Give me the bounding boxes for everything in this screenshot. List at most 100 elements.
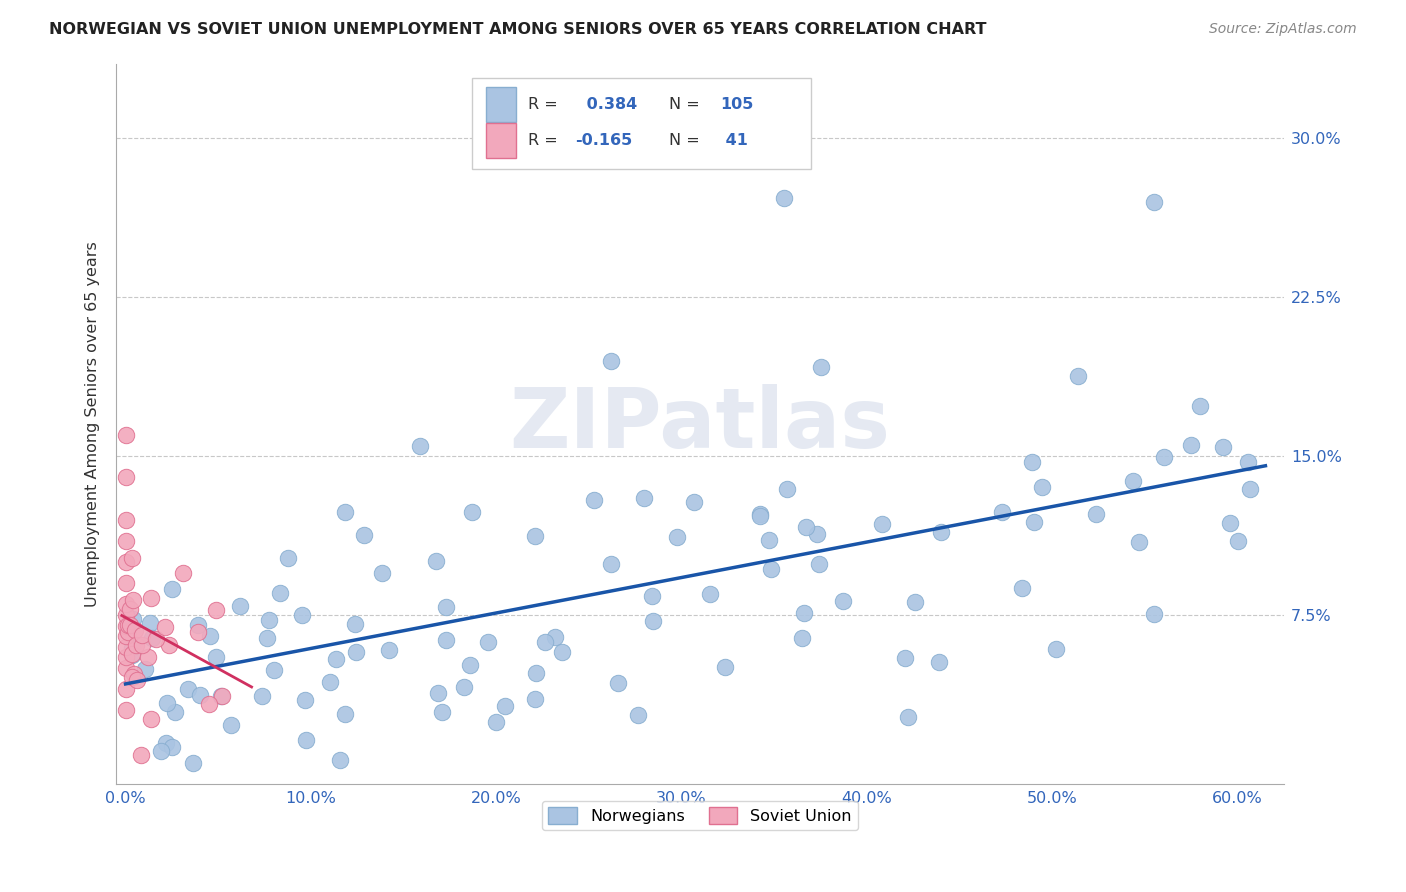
Point	[929, 524, 952, 539]
Point	[371, 566, 394, 581]
Point	[205, 603, 228, 617]
Point	[1128, 535, 1150, 549]
Point	[699, 586, 721, 600]
Point	[810, 359, 832, 374]
Point	[277, 551, 299, 566]
Text: 41: 41	[720, 133, 748, 148]
Point	[353, 528, 375, 542]
Point	[748, 508, 770, 523]
Point	[197, 697, 219, 711]
Point	[329, 752, 352, 766]
Point	[121, 640, 143, 655]
Point	[633, 491, 655, 505]
Point	[145, 632, 167, 646]
Point	[114, 682, 136, 697]
Point	[187, 624, 209, 639]
Point	[551, 645, 574, 659]
Point	[138, 650, 160, 665]
Point	[118, 602, 141, 616]
Point	[1022, 515, 1045, 529]
Point	[139, 616, 162, 631]
Point	[776, 482, 799, 496]
Point	[121, 612, 143, 626]
Point	[114, 555, 136, 569]
Point	[344, 616, 367, 631]
Point	[1143, 607, 1166, 621]
Point	[430, 705, 453, 719]
Point	[1212, 440, 1234, 454]
Point	[257, 613, 280, 627]
Point	[928, 655, 950, 669]
Point	[453, 681, 475, 695]
FancyBboxPatch shape	[472, 78, 811, 169]
Text: Source: ZipAtlas.com: Source: ZipAtlas.com	[1209, 22, 1357, 37]
Point	[1227, 533, 1250, 548]
Point	[666, 530, 689, 544]
FancyBboxPatch shape	[486, 123, 516, 158]
Point	[129, 747, 152, 762]
Point	[806, 526, 828, 541]
Point	[121, 551, 143, 566]
Point	[1067, 368, 1090, 383]
Legend: Norwegians, Soviet Union: Norwegians, Soviet Union	[543, 801, 858, 830]
Point	[485, 714, 508, 729]
Point	[121, 670, 143, 684]
Point	[904, 595, 927, 609]
Point	[153, 620, 176, 634]
Point	[141, 713, 163, 727]
Point	[1153, 450, 1175, 465]
Point	[643, 615, 665, 629]
Point	[181, 756, 204, 771]
Point	[759, 562, 782, 576]
Point	[160, 740, 183, 755]
Text: NORWEGIAN VS SOVIET UNION UNEMPLOYMENT AMONG SENIORS OVER 65 YEARS CORRELATION C: NORWEGIAN VS SOVIET UNION UNEMPLOYMENT A…	[49, 22, 987, 37]
Text: 105: 105	[720, 97, 754, 112]
Point	[458, 657, 481, 672]
Point	[872, 517, 894, 532]
Point	[125, 673, 148, 687]
Point	[425, 554, 447, 568]
Point	[149, 744, 172, 758]
Point	[832, 594, 855, 608]
Point	[894, 650, 917, 665]
Point	[114, 597, 136, 611]
Point	[1143, 194, 1166, 209]
Point	[205, 649, 228, 664]
Point	[897, 709, 920, 723]
Text: -0.165: -0.165	[575, 133, 633, 148]
Point	[256, 632, 278, 646]
Point	[714, 660, 737, 674]
Point	[141, 631, 163, 645]
Point	[114, 512, 136, 526]
Point	[114, 607, 136, 622]
Point	[533, 634, 555, 648]
Point	[758, 533, 780, 547]
Point	[114, 427, 136, 442]
Point	[790, 631, 813, 645]
Point	[114, 576, 136, 591]
Point	[156, 696, 179, 710]
Point	[125, 639, 148, 653]
FancyBboxPatch shape	[486, 87, 516, 121]
Point	[582, 492, 605, 507]
Point	[1031, 479, 1053, 493]
Point	[291, 607, 314, 622]
Point	[121, 647, 143, 661]
Point	[114, 618, 136, 632]
Point	[808, 558, 831, 572]
Point	[117, 625, 139, 640]
Point	[524, 529, 547, 543]
Point	[772, 190, 794, 204]
Point	[198, 629, 221, 643]
Point	[250, 689, 273, 703]
Point	[626, 708, 648, 723]
Point	[794, 520, 817, 534]
Point	[124, 623, 146, 637]
Point	[524, 665, 547, 680]
Point	[157, 638, 180, 652]
Point	[219, 718, 242, 732]
Point	[114, 470, 136, 484]
Text: ZIPatlas: ZIPatlas	[509, 384, 890, 465]
Point	[1189, 399, 1212, 413]
Point	[600, 353, 623, 368]
